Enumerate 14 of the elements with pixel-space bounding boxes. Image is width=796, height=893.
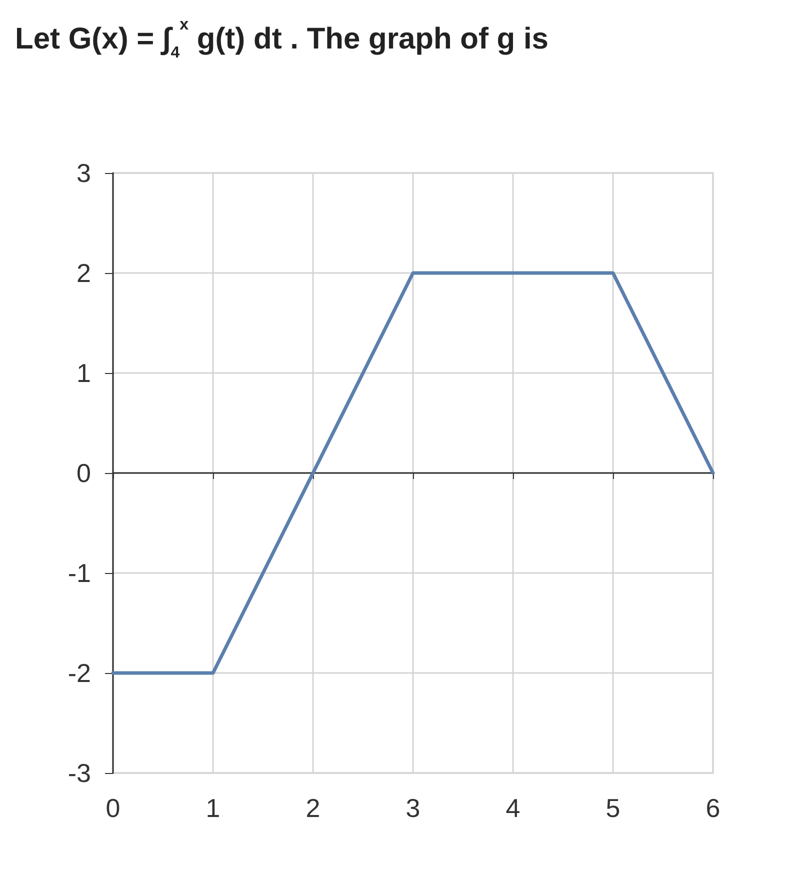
x-tick-label: 1 <box>206 793 220 823</box>
y-tick-label: 3 <box>76 158 91 188</box>
y-tick-label: -2 <box>68 658 91 688</box>
x-tick-label: 3 <box>406 793 420 823</box>
x-tick-label: 4 <box>506 793 520 823</box>
y-tick-label: -1 <box>68 558 91 588</box>
y-tick-label: -3 <box>68 758 91 788</box>
x-tick-label: 6 <box>706 793 720 823</box>
x-tick-label: 0 <box>106 793 120 823</box>
y-tick-label: 0 <box>76 458 91 488</box>
x-tick-label: 2 <box>306 793 320 823</box>
x-tick-label: 5 <box>606 793 620 823</box>
y-tick-label: 2 <box>76 258 91 288</box>
y-tick-label: 1 <box>76 358 91 388</box>
